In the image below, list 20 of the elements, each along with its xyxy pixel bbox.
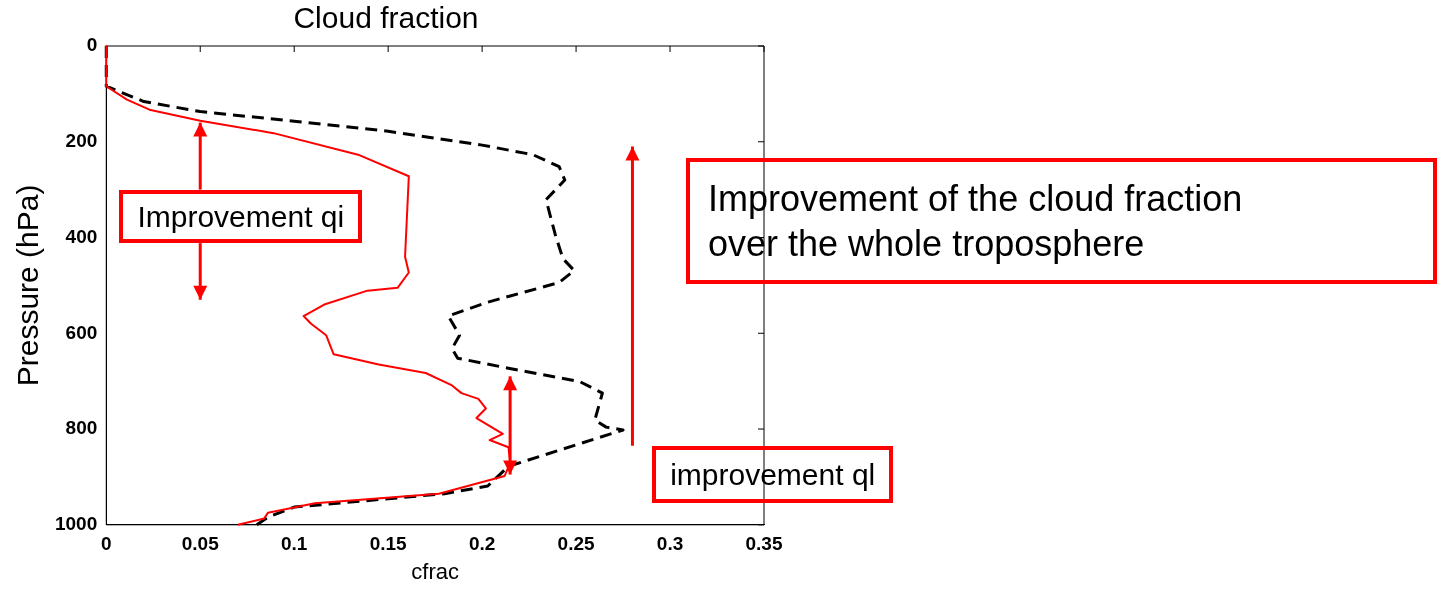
x-tick-label: 0: [100, 533, 112, 555]
y-tick-label: 200: [65, 129, 98, 151]
chart-title: Cloud fraction: [293, 1, 479, 35]
y-tick-label: 400: [65, 225, 98, 247]
x-tick-label: 0.35: [745, 533, 783, 555]
x-tick-label: 0.2: [468, 533, 496, 555]
annotation: improvement ql: [652, 445, 894, 504]
x-tick-label: 0.25: [557, 533, 595, 555]
annotation: Improvement of the cloud fraction over the whole troposphere: [686, 158, 1437, 284]
x-axis-title: cfrac: [411, 558, 459, 584]
y-axis-title: Pressure (hPa): [11, 184, 45, 387]
y-tick-label: 800: [65, 417, 98, 439]
x-tick-label: 0.15: [369, 533, 408, 555]
x-tick-label: 0.1: [280, 533, 308, 555]
annotation: Improvement qi: [119, 189, 363, 244]
x-tick-label: 0.05: [181, 533, 220, 555]
y-tick-label: 0: [86, 34, 98, 56]
x-tick-label: 0.3: [656, 533, 684, 555]
y-tick-label: 600: [65, 321, 98, 343]
y-tick-label: 1000: [54, 513, 98, 535]
